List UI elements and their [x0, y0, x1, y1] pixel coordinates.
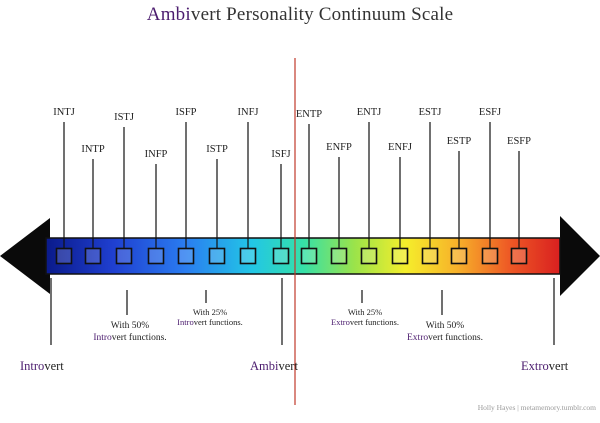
type-label-intp: INTP: [81, 144, 105, 155]
introvert-50-line2: Introvert functions.: [93, 333, 167, 343]
type-box-infj: [239, 247, 257, 265]
type-label-enfp: ENFP: [326, 142, 352, 153]
type-box-estj: [421, 247, 439, 265]
type-box-esfp: [510, 247, 528, 265]
type-box-enfj: [391, 247, 409, 265]
type-label-esfj: ESFJ: [478, 107, 502, 118]
title-rest: vert Personality Continuum Scale: [190, 4, 454, 25]
introvert-25-annotation: With 25% Introvert functions.: [150, 307, 270, 327]
extrovert-25-annotation: With 25% Extrovert functions.: [305, 307, 425, 327]
type-label-isfj: ISFJ: [271, 149, 291, 160]
introvert-label: Introvert: [20, 359, 64, 373]
type-connectors: [63, 122, 520, 249]
extrovert-label: Extrovert: [521, 359, 569, 373]
type-label-infp: INFP: [144, 149, 168, 160]
type-box-entj: [360, 247, 378, 265]
type-label-enfj: ENFJ: [388, 142, 412, 153]
right-arrow-head: [560, 216, 600, 296]
type-label-istp: ISTP: [206, 144, 228, 155]
type-box-esfj: [481, 247, 499, 265]
extrovert-50-annotation: With 50% Extrovert functions.: [385, 320, 505, 344]
extrovert-25-line2: Extrovert functions.: [331, 317, 399, 327]
introvert-50-annotation: With 50% Introvert functions.: [70, 320, 190, 344]
type-box-intp: [84, 247, 102, 265]
credit-text: Holly Hayes | metamemory.tumblr.com: [477, 403, 596, 412]
type-box-intj: [55, 247, 73, 265]
title-prefix: Ambi: [146, 4, 191, 25]
type-label-esfp: ESFP: [507, 136, 531, 147]
type-label-istj: ISTJ: [114, 112, 134, 123]
type-label-estp: ESTP: [446, 136, 472, 147]
page-title: Ambivert Personality Continuum Scale: [0, 4, 600, 26]
type-label-infj: INFJ: [237, 107, 259, 118]
type-box-isfp: [177, 247, 195, 265]
type-box-isfj: [272, 247, 290, 265]
type-box-istp: [208, 247, 226, 265]
type-box-infp: [147, 247, 165, 265]
type-boxes: [55, 247, 528, 265]
type-box-istj: [115, 247, 133, 265]
type-box-entp: [300, 247, 318, 265]
type-box-estp: [450, 247, 468, 265]
type-label-entp: ENTP: [295, 109, 323, 120]
extrovert-25-line1: With 25%: [347, 307, 383, 317]
type-label-intj: INTJ: [53, 107, 75, 118]
extrovert-50-line1: With 50%: [425, 321, 465, 331]
left-arrow-head: [0, 218, 50, 294]
type-box-enfp: [330, 247, 348, 265]
extrovert-50-line2: Extrovert functions.: [407, 333, 483, 343]
type-label-isfp: ISFP: [175, 107, 197, 118]
type-label-entj: ENTJ: [356, 107, 382, 118]
introvert-50-line1: With 50%: [110, 321, 150, 331]
type-label-estj: ESTJ: [418, 107, 442, 118]
introvert-25-line2: Introvert functions.: [177, 317, 243, 327]
introvert-25-line1: With 25%: [192, 307, 228, 317]
ambivert-label: Ambivert: [250, 359, 298, 373]
